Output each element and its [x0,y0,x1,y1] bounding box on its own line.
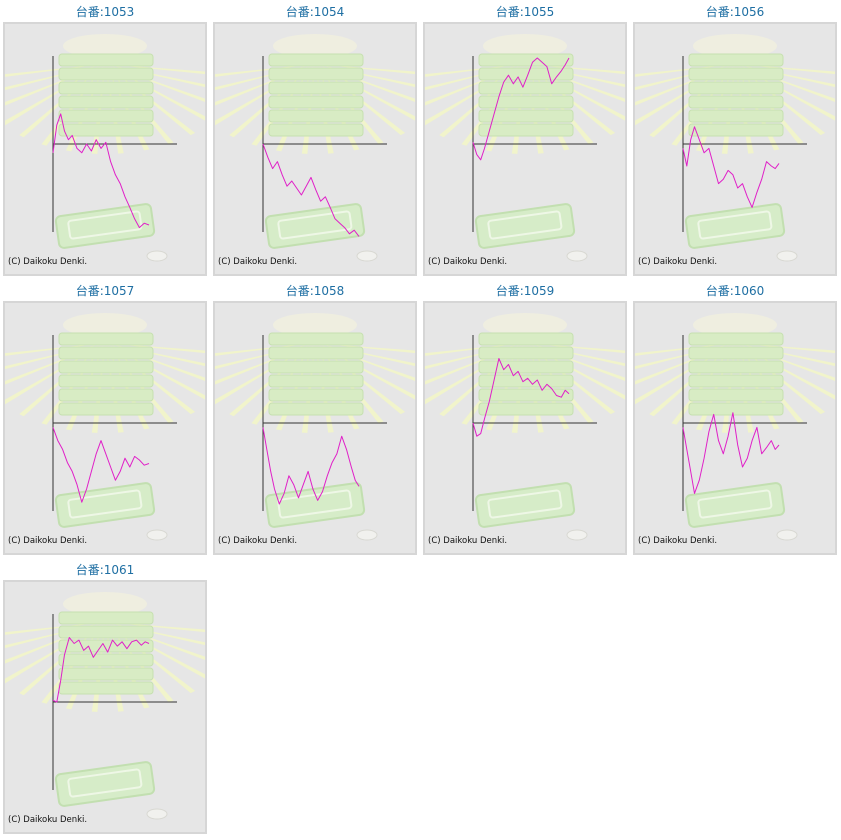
chart-svg [215,313,415,541]
chart-svg [425,313,625,541]
copyright-credit: (C) Daikoku Denki. [8,257,88,267]
chart-panel[interactable]: 台番:1061 (C) Daikoku Denki. [3,558,207,834]
chart-frame: (C) Daikoku Denki. [213,301,417,555]
copyright-credit: (C) Daikoku Denki. [218,536,298,546]
chart-panel[interactable]: 台番:1056 (C) Daikoku Denki. [633,0,837,276]
chart-panel[interactable]: 台番:1053 (C) Daikoku Denki. [3,0,207,276]
chart-svg [5,34,205,262]
chart-frame: (C) Daikoku Denki. [633,22,837,276]
decorative-background [215,313,415,541]
machine-number-title[interactable]: 台番:1055 [495,5,555,19]
chart-frame: (C) Daikoku Denki. [3,580,207,834]
chart-frame: (C) Daikoku Denki. [633,301,837,555]
copyright-credit: (C) Daikoku Denki. [638,257,718,267]
copyright-credit: (C) Daikoku Denki. [8,536,88,546]
decorative-background [215,34,415,262]
decorative-background [5,313,205,541]
decorative-background [425,34,625,262]
chart-frame: (C) Daikoku Denki. [423,22,627,276]
series-line [52,637,150,703]
series-line [472,358,570,437]
chart-panel[interactable]: 台番:1055 (C) Daikoku Denki. [423,0,627,276]
chart-frame: (C) Daikoku Denki. [3,301,207,555]
series-line [262,143,360,237]
machine-number-title[interactable]: 台番:1057 [75,284,135,298]
chart-panel[interactable]: 台番:1057 (C) Daikoku Denki. [3,279,207,555]
chart-svg [215,34,415,262]
series-line [52,427,150,503]
chart-panel[interactable]: 台番:1058 (C) Daikoku Denki. [213,279,417,555]
machine-number-title[interactable]: 台番:1056 [705,5,765,19]
chart-svg [425,34,625,262]
copyright-credit: (C) Daikoku Denki. [638,536,718,546]
copyright-credit: (C) Daikoku Denki. [428,257,508,267]
chart-frame: (C) Daikoku Denki. [213,22,417,276]
chart-frame: (C) Daikoku Denki. [3,22,207,276]
chart-frame: (C) Daikoku Denki. [423,301,627,555]
machine-number-title[interactable]: 台番:1058 [285,284,345,298]
decorative-background [5,34,205,262]
chart-panel[interactable]: 台番:1054 (C) Daikoku Denki. [213,0,417,276]
machine-number-title[interactable]: 台番:1053 [75,5,135,19]
series-line [682,126,780,208]
machine-number-title[interactable]: 台番:1060 [705,284,765,298]
chart-panel[interactable]: 台番:1059 (C) Daikoku Denki. [423,279,627,555]
decorative-background [5,592,205,820]
chart-svg [635,313,835,541]
copyright-credit: (C) Daikoku Denki. [218,257,298,267]
machine-number-title[interactable]: 台番:1061 [75,563,135,577]
series-line [52,113,150,229]
chart-svg [5,592,205,820]
machine-number-title[interactable]: 台番:1059 [495,284,555,298]
series-line [682,412,780,494]
chart-svg [635,34,835,262]
chart-panel[interactable]: 台番:1060 (C) Daikoku Denki. [633,279,837,555]
machine-number-title[interactable]: 台番:1054 [285,5,345,19]
copyright-credit: (C) Daikoku Denki. [8,815,88,825]
chart-svg [5,313,205,541]
decorative-background [635,34,835,262]
series-line [262,427,360,505]
decorative-background [425,313,625,541]
series-line [472,57,570,161]
copyright-credit: (C) Daikoku Denki. [428,536,508,546]
